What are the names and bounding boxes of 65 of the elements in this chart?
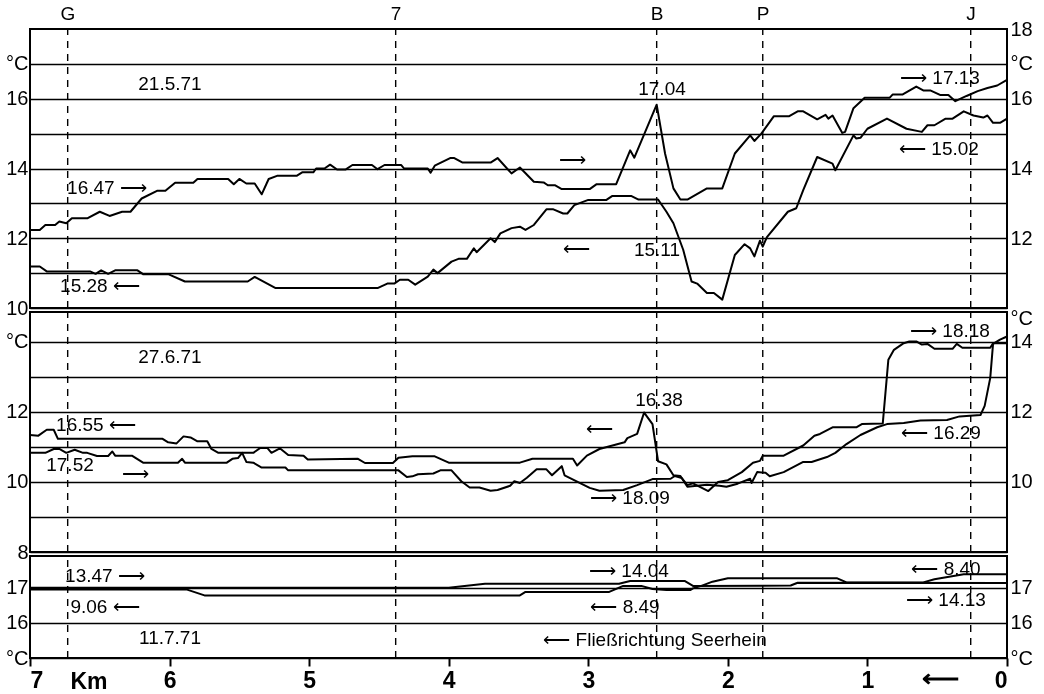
annotation: 16.47 ⟶ xyxy=(67,177,147,198)
annotation: ⟶ 17.13 xyxy=(900,67,980,88)
x-tick-label: 5 xyxy=(303,666,317,693)
annotation: 16.38 xyxy=(635,389,683,410)
y-tick-label: °C xyxy=(6,330,29,353)
x-tick-label: 7 xyxy=(30,666,44,693)
text: ⟵ xyxy=(921,663,959,693)
text: 21.5.71 xyxy=(138,73,202,94)
annotation: ⟶ 14.04 xyxy=(589,560,670,581)
y-tick-label: 12 xyxy=(6,400,29,423)
annotation: ⟵ xyxy=(585,418,613,439)
y-tick-label: 17 xyxy=(6,576,29,599)
annotation: 15.28 ⟵ xyxy=(60,275,140,296)
x-tick-label: 2 xyxy=(721,666,735,693)
text: B xyxy=(650,3,664,24)
y-tick-label: 10 xyxy=(6,470,29,493)
y-tick-label: 16 xyxy=(6,87,29,110)
y2-tick-label: 12 xyxy=(1010,226,1033,249)
annotation: ⟵ Fließrichtung Seerhein xyxy=(543,629,767,650)
y2-tick-label: 18 xyxy=(1010,17,1033,40)
y-tick-label: 8 xyxy=(17,540,29,563)
y2-tick-label: 10 xyxy=(1010,470,1033,493)
text: G xyxy=(60,3,76,24)
annotation: 13.47 ⟶ xyxy=(65,565,145,586)
text: 11.7.71 xyxy=(139,627,201,648)
x-tick-label: 1 xyxy=(861,666,875,693)
annotation: ⟶ xyxy=(558,149,586,170)
text: 7 xyxy=(390,3,402,24)
y-tick-label: °C xyxy=(6,52,29,75)
annotation: ⟵ xyxy=(562,238,590,259)
x-tick-label: 4 xyxy=(442,666,456,693)
annotation: ⟵ 16.29 xyxy=(901,422,981,443)
annotation: ⟶ 14.13 xyxy=(906,589,986,610)
annotation: ⟶ 18.09 xyxy=(590,487,670,508)
y2-tick-label: 16 xyxy=(1010,611,1033,634)
y2-tick-label: °C xyxy=(1010,646,1033,669)
y2-tick-label: 14 xyxy=(1010,330,1033,353)
annotation: ⟵ 8.40 xyxy=(911,558,981,579)
annotation: ⟶ 18.18 xyxy=(910,320,990,341)
y2-axis-title: °C xyxy=(1010,306,1033,329)
y2-tick-label: 14 xyxy=(1010,157,1033,179)
annotation: 9.06 ⟵ xyxy=(70,596,140,617)
y2-tick-label: 16 xyxy=(1010,87,1033,110)
text: J xyxy=(966,3,976,24)
y-tick-label: 10 xyxy=(6,296,29,319)
annotation: 17.52 xyxy=(46,454,94,475)
y2-tick-label: °C xyxy=(1010,52,1033,75)
y-tick-label: 16 xyxy=(6,611,29,634)
x-tick-label: 6 xyxy=(163,666,177,693)
x-tick-label: 0 xyxy=(994,666,1008,693)
annotation: ⟶ xyxy=(121,463,149,484)
annotation: 16.55 ⟵ xyxy=(56,414,136,435)
y-tick-label: °C xyxy=(6,646,29,669)
y-tick-label: 14 xyxy=(6,157,29,179)
text: P xyxy=(756,3,770,24)
x-axis-title: Km xyxy=(70,667,108,694)
y2-tick-label: 12 xyxy=(1010,400,1033,423)
annotation: ⟵ 8.49 xyxy=(590,596,660,617)
y2-tick-label: 17 xyxy=(1010,576,1033,599)
y-tick-label: 12 xyxy=(6,226,29,249)
annotation: ⟵ 15.02 xyxy=(899,138,979,159)
annotation: 17.04 xyxy=(638,78,687,99)
x-tick-label: 3 xyxy=(582,666,596,693)
annotation: 15.11 xyxy=(633,239,681,260)
text: 27.6.71 xyxy=(138,346,202,367)
